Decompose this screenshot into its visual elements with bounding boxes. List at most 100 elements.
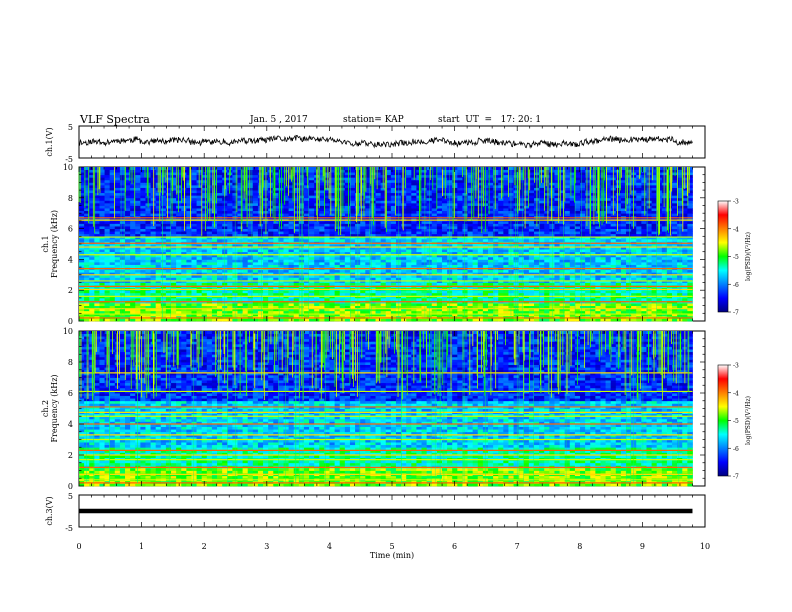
spectrogram-cell (104, 305, 111, 309)
spectrogram-cell (411, 303, 417, 306)
spectrogram-cell (242, 269, 249, 273)
spectrogram-cell (666, 244, 673, 247)
spectrogram-cell (94, 246, 100, 250)
spectrogram-cell (303, 249, 310, 253)
spectrogram-cell (293, 269, 300, 273)
spectrogram-cell (114, 264, 121, 268)
spectrogram-cell (165, 290, 172, 294)
spectrogram-cell (211, 233, 218, 237)
spectrogram-cell (155, 213, 162, 217)
spectrogram-cell (452, 277, 458, 281)
spectrogram-cell (539, 233, 545, 237)
spectrogram-cell (436, 308, 443, 312)
spectrogram-cell (518, 264, 525, 268)
spectrogram-cell (620, 313, 627, 317)
spectrogram-cell (559, 290, 566, 294)
spectrogram-cell (666, 256, 673, 260)
spectrogram-cell (595, 256, 601, 260)
spectrogram-cell (641, 269, 647, 273)
spectrogram-cell (365, 233, 371, 237)
spectrogram-cell (211, 308, 218, 312)
spectrogram-cell (84, 272, 90, 276)
spectrogram-cell (165, 272, 172, 276)
spectrogram-cell (462, 269, 468, 273)
spectrogram-cell (687, 308, 693, 312)
spectrogram-cell (518, 223, 525, 227)
spectrogram-cell (508, 318, 514, 322)
spectrogram-cell (493, 290, 499, 294)
spectrogram-cell (314, 259, 320, 263)
spectrogram-cell (585, 297, 591, 301)
spectrogram-cell (585, 251, 591, 255)
spectrogram-cell (155, 274, 162, 278)
spectrogram-cell (360, 290, 366, 294)
spectrogram-cell (140, 297, 146, 301)
spectrogram-cell (487, 220, 494, 224)
spectrogram-cell (329, 282, 336, 286)
spectrogram-cell (344, 213, 351, 217)
spectrogram-cell (181, 272, 187, 276)
spectrogram-cell (273, 292, 279, 296)
spectrogram-cell (559, 254, 566, 258)
spectrogram-cell (242, 290, 249, 294)
spectrogram-cell (447, 246, 453, 250)
spectrogram-cell (564, 277, 571, 281)
spectrogram-cell (176, 213, 182, 217)
spectrogram-cell (135, 292, 141, 296)
spectrogram-cell (293, 310, 300, 314)
spectrogram-cell (94, 269, 100, 273)
spectrogram-cell (482, 303, 489, 306)
spectrogram-cell (452, 272, 458, 276)
spectrogram-cell (355, 318, 361, 322)
spectrogram-cell (641, 256, 647, 260)
spectrogram-cell (656, 272, 663, 276)
spectrogram-cell (554, 251, 560, 255)
spectrogram-cell (559, 269, 566, 273)
spectrogram-cell (544, 292, 550, 296)
spectrogram-cell (360, 254, 366, 258)
spectrogram-cell (666, 233, 673, 237)
spectrogram-cell (145, 269, 151, 273)
spectrogram-cell (334, 228, 341, 232)
spectrogram-cell (334, 269, 341, 273)
spectrogram-cell (503, 313, 509, 317)
spectrogram-cell (421, 231, 428, 235)
spectrogram-cell (636, 313, 642, 317)
spectrogram-cell (145, 228, 151, 232)
spectrogram-cell (615, 269, 622, 273)
spectrogram-cell (585, 246, 591, 250)
spectrogram-cell (94, 277, 100, 281)
spectrogram-cell (339, 231, 346, 235)
spectrogram-cell (201, 236, 208, 240)
spectrogram-cell (672, 303, 678, 306)
spectrogram-cell (114, 256, 121, 260)
spectrogram-cell (549, 269, 555, 273)
spectrogram-cell (242, 297, 249, 301)
spectrogram-cell (319, 313, 325, 317)
spectrogram-cell (421, 246, 428, 250)
spectrogram-cell (380, 269, 387, 273)
spectrogram-cell (375, 261, 382, 265)
spectrogram-cell (319, 290, 325, 294)
spectrogram-cell (416, 264, 422, 268)
spectrogram-cell (482, 277, 489, 281)
spectrogram-cell (278, 277, 284, 281)
spectrogram-cell (155, 249, 162, 253)
spectrogram-cell (324, 264, 330, 268)
spectrogram-cell (334, 318, 341, 322)
spectrogram-cell (329, 226, 336, 229)
spectrogram-cell (615, 254, 622, 258)
spectrogram-cell (303, 256, 310, 260)
spectrogram-cell (416, 272, 422, 276)
spectrogram-cell (273, 236, 279, 240)
spectrogram-cell (559, 310, 566, 314)
spectrogram-cell (79, 228, 85, 232)
spectrogram-cell (349, 318, 356, 322)
spectrogram-cell (656, 269, 663, 273)
spectrogram-cell (477, 254, 484, 258)
spectrogram-cell (646, 318, 652, 322)
spectrogram-cell (385, 249, 392, 253)
spectrogram-cell (339, 261, 346, 265)
spectrogram-cell (84, 274, 90, 278)
spectrogram-cell (125, 290, 131, 294)
